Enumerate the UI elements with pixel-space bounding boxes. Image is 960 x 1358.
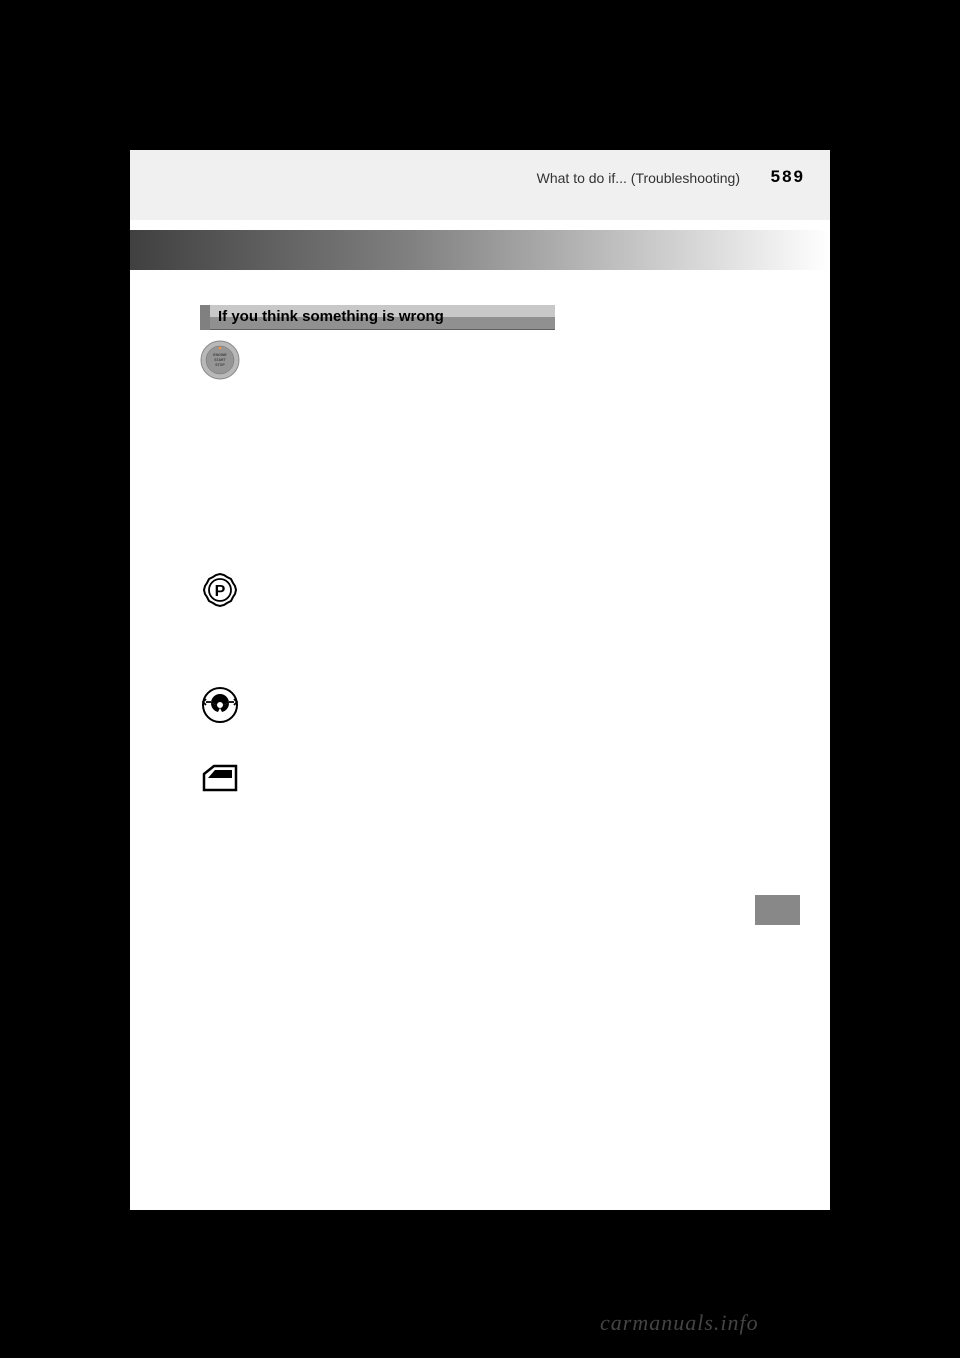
breadcrumb: What to do if... (Troubleshooting) xyxy=(537,170,740,186)
section-accent-bar xyxy=(200,305,210,330)
engine-start-stop-button-icon: ENGINE START STOP xyxy=(200,340,240,380)
section-header: If you think something is wrong xyxy=(200,305,555,330)
page-number: 589 xyxy=(771,167,805,187)
side-index-tab xyxy=(755,895,800,925)
parking-gear-icon: P xyxy=(200,570,240,610)
gradient-divider xyxy=(130,230,830,270)
svg-text:ENGINE: ENGINE xyxy=(213,353,227,357)
svg-text:STOP: STOP xyxy=(215,363,225,367)
corner-tab xyxy=(830,150,860,220)
section-title: If you think something is wrong xyxy=(218,308,444,325)
watermark-text: carmanuals.info xyxy=(600,1310,759,1336)
svg-text:P: P xyxy=(215,583,226,600)
power-window-icon xyxy=(200,760,240,800)
svg-text:START: START xyxy=(214,358,226,362)
steering-lock-icon xyxy=(200,685,240,725)
page-header: What to do if... (Troubleshooting) 589 xyxy=(130,150,830,220)
